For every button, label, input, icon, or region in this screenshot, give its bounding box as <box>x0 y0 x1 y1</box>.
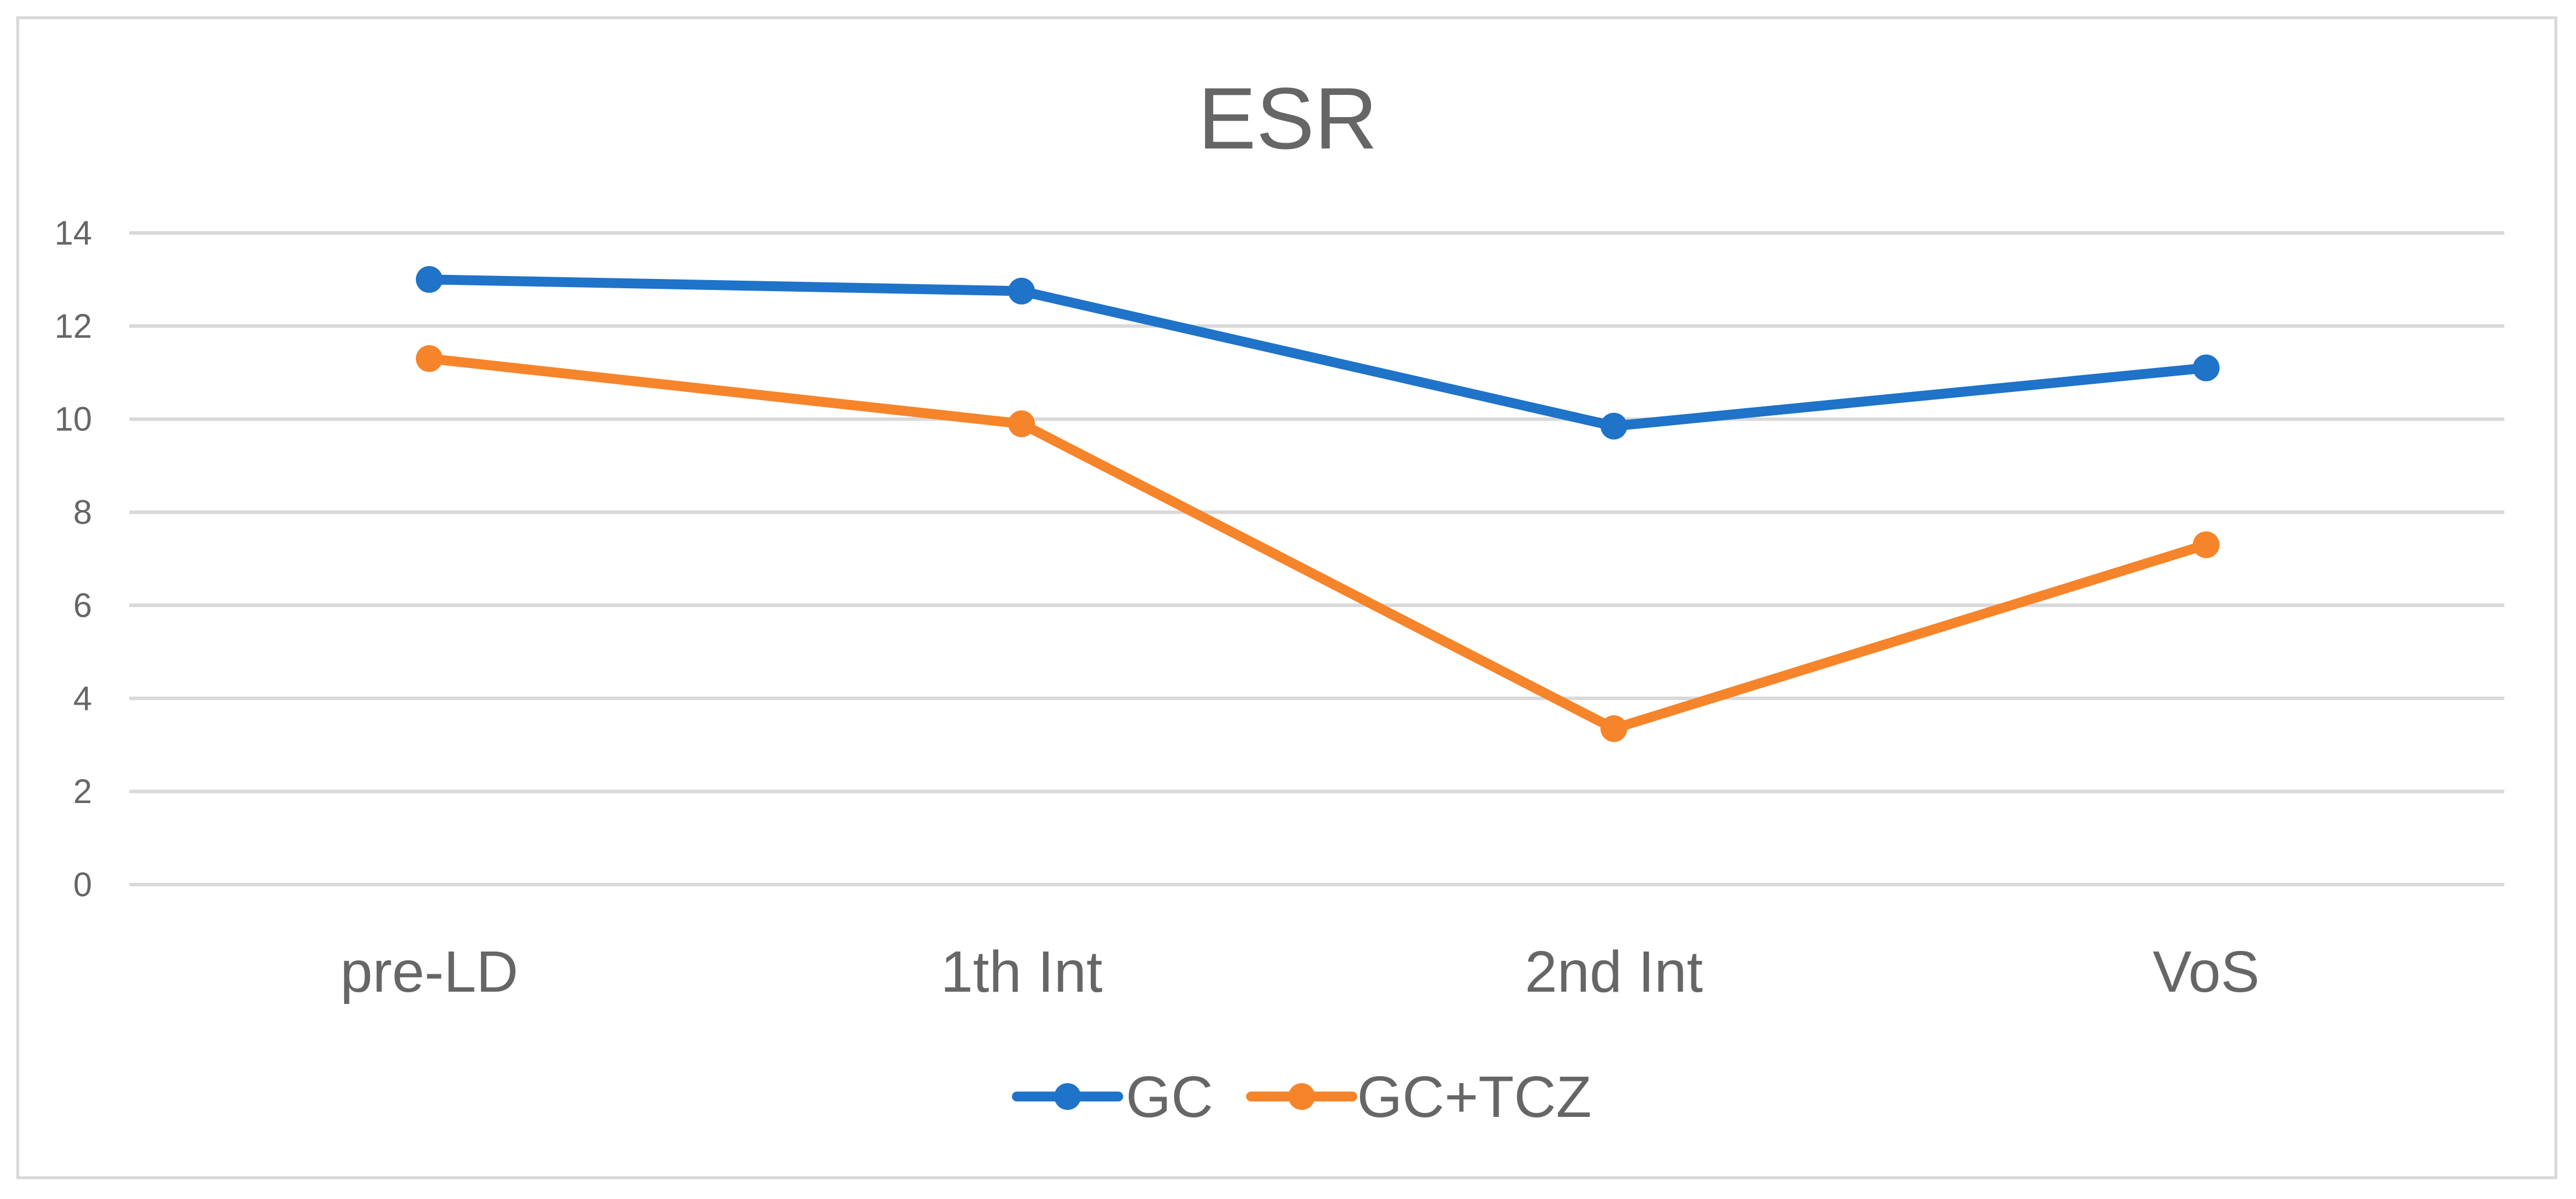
chart-title: ESR <box>1198 69 1377 167</box>
y-tick-label: 10 <box>54 401 92 438</box>
series-line-gc <box>424 274 2211 432</box>
x-tick-label: 1th Int <box>941 939 1103 1005</box>
data-point-gc <box>416 266 443 293</box>
y-tick-label: 0 <box>73 866 92 904</box>
legend: GC GC+TCZ <box>1012 1064 1592 1130</box>
data-point-gc-tcz <box>1600 715 1627 742</box>
x-tick-label: 2nd Int <box>1525 939 1703 1005</box>
y-tick-label: 12 <box>54 307 92 345</box>
x-tick-label: VoS <box>2153 939 2260 1005</box>
y-tick-label: 8 <box>73 494 92 532</box>
data-point-gc-tcz <box>2193 531 2220 558</box>
y-tick-label: 14 <box>54 214 92 252</box>
data-point-gc <box>2193 354 2220 381</box>
series-line-gc-tcz <box>424 353 2211 734</box>
gridlines <box>129 231 2504 886</box>
y-tick-label: 6 <box>73 586 92 624</box>
chart-frame <box>16 16 2557 1179</box>
y-tick-label: 2 <box>73 773 92 811</box>
legend-label-gc: GC <box>1126 1064 1213 1130</box>
legend-label-gc-tcz: GC+TCZ <box>1357 1064 1592 1130</box>
x-axis-ticks: pre-LD 1th Int 2nd Int VoS <box>340 939 2260 1005</box>
legend-marker-gc <box>1054 1083 1081 1110</box>
data-point-gc-tcz <box>1008 410 1035 437</box>
legend-marker-gc-tcz <box>1288 1083 1315 1110</box>
y-tick-label: 4 <box>73 680 92 717</box>
y-axis-ticks: 0 2 4 6 8 10 12 14 <box>54 214 92 904</box>
x-tick-label: pre-LD <box>340 939 518 1005</box>
data-point-gc-tcz <box>416 345 443 372</box>
data-point-gc <box>1600 412 1627 440</box>
series-lines <box>416 266 2220 742</box>
data-point-gc <box>1008 277 1035 305</box>
